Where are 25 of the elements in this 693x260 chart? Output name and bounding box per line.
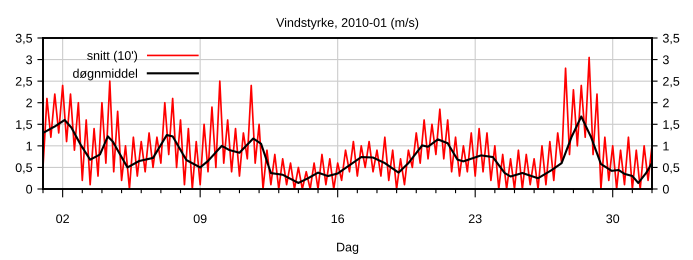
y2-tick-label: 1 bbox=[663, 142, 669, 150]
y2-tick-label: 2 bbox=[663, 98, 669, 108]
x-tick-label: 02 bbox=[56, 214, 69, 224]
y-tick-label: 1 bbox=[26, 142, 32, 150]
x-tick-label: 16 bbox=[332, 214, 344, 224]
x-tick-label: 09 bbox=[194, 214, 207, 224]
y-tick-label: 0,5 bbox=[16, 163, 32, 174]
y-tick-label: 3,5 bbox=[16, 34, 32, 44]
x-tick-label: 30 bbox=[606, 214, 620, 224]
y-tick-label: 1,5 bbox=[16, 120, 32, 130]
y-tick-label: 2 bbox=[26, 98, 32, 108]
x-axis-title: Dag bbox=[337, 242, 358, 254]
y-tick-label: 3 bbox=[26, 55, 32, 64]
y2-tick-label: 2,5 bbox=[663, 76, 680, 88]
chart-title: Vindstyrke, 2010-01 (m/s) bbox=[276, 18, 418, 30]
y2-tick-label: 1,5 bbox=[663, 120, 680, 130]
x-tick-label: 23 bbox=[468, 214, 482, 224]
y2-tick-label: 3 bbox=[662, 55, 669, 64]
legend-label: døgnmiddel bbox=[73, 68, 137, 80]
y2-tick-label: 0 bbox=[662, 184, 669, 194]
y-tick-label: 0 bbox=[26, 184, 32, 194]
y-tick-label: 2,5 bbox=[16, 76, 32, 88]
y2-tick-label: 0,5 bbox=[662, 163, 680, 174]
legend-label: snitt (10') bbox=[87, 50, 138, 62]
y2-tick-label: 3,5 bbox=[662, 34, 680, 44]
